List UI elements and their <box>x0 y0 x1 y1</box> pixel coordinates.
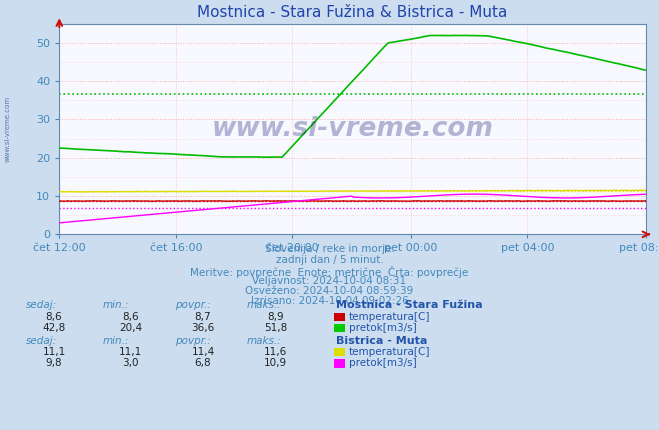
Text: pretok[m3/s]: pretok[m3/s] <box>349 358 416 369</box>
Text: 11,4: 11,4 <box>191 347 215 357</box>
Text: 11,1: 11,1 <box>119 347 142 357</box>
Title: Mostnica - Stara Fužina & Bistrica - Muta: Mostnica - Stara Fužina & Bistrica - Mut… <box>198 5 507 20</box>
Text: Bistrica - Muta: Bistrica - Muta <box>336 336 428 346</box>
Text: Mostnica - Stara Fužina: Mostnica - Stara Fužina <box>336 300 482 310</box>
Text: 8,6: 8,6 <box>45 312 63 322</box>
Text: zadnji dan / 5 minut.: zadnji dan / 5 minut. <box>275 255 384 265</box>
Text: 8,9: 8,9 <box>267 312 284 322</box>
Text: sedaj:: sedaj: <box>26 336 57 346</box>
Text: Veljavnost: 2024-10-04 08:31: Veljavnost: 2024-10-04 08:31 <box>252 276 407 286</box>
Text: min.:: min.: <box>102 336 129 346</box>
Text: Meritve: povprečne  Enote: metrične  Črta: povprečje: Meritve: povprečne Enote: metrične Črta:… <box>190 266 469 278</box>
Text: 3,0: 3,0 <box>122 358 139 369</box>
Text: 20,4: 20,4 <box>119 323 142 333</box>
Text: sedaj:: sedaj: <box>26 300 57 310</box>
Text: www.si-vreme.com: www.si-vreme.com <box>212 116 494 142</box>
Text: Izrisano: 2024-10-04 09:02:26: Izrisano: 2024-10-04 09:02:26 <box>250 296 409 306</box>
Text: Slovenija / reke in morje.: Slovenija / reke in morje. <box>264 244 395 254</box>
Text: povpr.:: povpr.: <box>175 300 210 310</box>
Text: povpr.:: povpr.: <box>175 336 210 346</box>
Text: 36,6: 36,6 <box>191 323 215 333</box>
Text: 11,1: 11,1 <box>42 347 66 357</box>
Text: Osveženo: 2024-10-04 08:59:39: Osveženo: 2024-10-04 08:59:39 <box>245 286 414 296</box>
Text: 6,8: 6,8 <box>194 358 212 369</box>
Text: 10,9: 10,9 <box>264 358 287 369</box>
Text: 8,7: 8,7 <box>194 312 212 322</box>
Text: 51,8: 51,8 <box>264 323 287 333</box>
Text: www.si-vreme.com: www.si-vreme.com <box>4 96 11 162</box>
Text: temperatura[C]: temperatura[C] <box>349 312 430 322</box>
Text: min.:: min.: <box>102 300 129 310</box>
Text: 9,8: 9,8 <box>45 358 63 369</box>
Text: 11,6: 11,6 <box>264 347 287 357</box>
Text: 42,8: 42,8 <box>42 323 66 333</box>
Text: temperatura[C]: temperatura[C] <box>349 347 430 357</box>
Text: maks.:: maks.: <box>247 300 282 310</box>
Text: 8,6: 8,6 <box>122 312 139 322</box>
Text: maks.:: maks.: <box>247 336 282 346</box>
Text: pretok[m3/s]: pretok[m3/s] <box>349 323 416 333</box>
